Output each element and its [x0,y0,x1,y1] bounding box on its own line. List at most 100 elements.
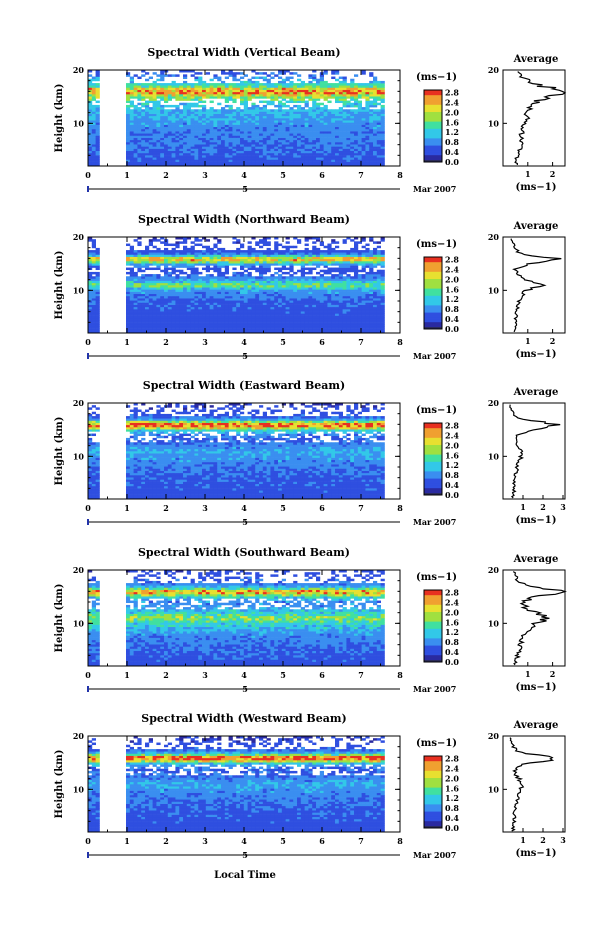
x-tick-label: 4 [241,170,247,180]
heatmap [88,736,385,832]
y-tick-label: 10 [73,285,85,295]
colorbar-tick-label: 2.0 [445,274,459,284]
average-x-tick-label: 2 [550,336,556,346]
colorbar-swatch [424,782,442,785]
colorbar-swatch [424,790,442,793]
colorbar-tick-label: 2.8 [445,753,459,763]
x-tick-label: 2 [163,337,169,347]
average-title: Average [513,54,559,65]
colorbar-swatch [424,780,442,783]
y-axis-label: Height (km) [54,584,65,653]
colorbar-swatch [424,766,442,769]
colorbar-swatch [424,773,442,776]
colorbar-swatch [424,481,442,484]
y-tick-label: 20 [73,398,85,408]
day-label: 5 [242,684,248,694]
average-x-tick-label: 1 [525,169,531,179]
x-tick-label: 0 [85,836,91,846]
colorbar-swatch [424,312,442,315]
panel-title: Spectral Width (Northward Beam) [138,213,350,226]
y-axis-label: Height (km) [54,251,65,320]
date-label: Mar 2007 [413,184,456,194]
average-x-label: (ms−1) [515,682,556,693]
y-axis-label: Height (km) [54,750,65,819]
colorbar-swatch [424,291,442,294]
x-tick-label: 3 [202,503,208,513]
colorbar-swatch [424,116,442,119]
x-axis-label: Local Time [214,870,276,881]
average-x-tick-label: 1 [520,502,526,512]
colorbar-swatch [424,442,442,445]
y-tick-label: 10 [73,451,85,461]
colorbar-swatch [424,609,442,612]
x-tick-label: 8 [397,170,403,180]
colorbar-swatch [424,295,442,298]
x-tick-label: 8 [397,670,403,680]
colorbar-swatch [424,435,442,438]
x-tick-label: 3 [202,836,208,846]
colorbar-swatch [424,126,442,129]
colorbar-tick-label: 2.0 [445,107,459,117]
colorbar-swatch [424,300,442,303]
average-x-tick-label: 3 [560,502,566,512]
average-x-label: (ms−1) [515,848,556,859]
average-profile-line [510,405,560,498]
colorbar-swatch [424,315,442,318]
panel-title: Spectral Width (Vertical Beam) [147,46,340,59]
colorbar-tick-label: 0.4 [445,480,459,490]
colorbar-swatch [424,322,442,325]
colorbar-unit: (ms−1) [416,738,457,749]
x-tick-label: 5 [280,503,286,513]
colorbar-swatch [424,454,442,457]
colorbar-swatch [424,624,442,627]
colorbar-swatch [424,148,442,151]
colorbar-swatch [424,461,442,464]
x-tick-label: 8 [397,503,403,513]
colorbar-swatch [424,452,442,455]
colorbar-swatch [424,433,442,436]
colorbar-swatch [424,140,442,143]
average-x-tick-label: 3 [560,835,566,845]
colorbar-swatch [424,104,442,107]
average-x-tick-label: 2 [540,502,546,512]
colorbar-tick-label: 2.0 [445,440,459,450]
average-x-label: (ms−1) [515,349,556,360]
colorbar-swatch [424,124,442,127]
colorbar-tick-label: 1.2 [445,294,459,304]
y-tick-label: 20 [73,565,85,575]
colorbar-swatch [424,267,442,270]
colorbar-swatch [424,138,442,141]
colorbar-swatch [424,286,442,289]
colorbar-swatch [424,643,442,646]
colorbar-unit: (ms−1) [416,405,457,416]
x-tick-label: 6 [319,836,325,846]
colorbar-tick-label: 0.4 [445,647,459,657]
colorbar-swatch [424,128,442,131]
x-tick-label: 2 [163,670,169,680]
average-x-tick-label: 2 [550,169,556,179]
colorbar-tick-label: 0.4 [445,147,459,157]
colorbar-swatch [424,631,442,634]
colorbar-swatch [424,303,442,306]
colorbar-swatch [424,430,442,433]
x-tick-label: 0 [85,337,91,347]
colorbar-swatch [424,802,442,805]
colorbar-swatch [424,305,442,308]
colorbar-swatch [424,283,442,286]
colorbar-swatch [424,648,442,651]
average-y-tick-label: 20 [488,398,500,408]
colorbar-swatch [424,657,442,660]
colorbar-swatch [424,102,442,105]
colorbar-swatch [424,440,442,443]
panel-title: Spectral Width (Westward Beam) [141,712,346,725]
panel-title: Spectral Width (Eastward Beam) [143,379,345,392]
colorbar-swatch [424,640,442,643]
colorbar-swatch [424,821,442,824]
colorbar-swatch [424,785,442,788]
average-y-tick-label: 10 [488,618,500,628]
x-tick-label: 6 [319,670,325,680]
